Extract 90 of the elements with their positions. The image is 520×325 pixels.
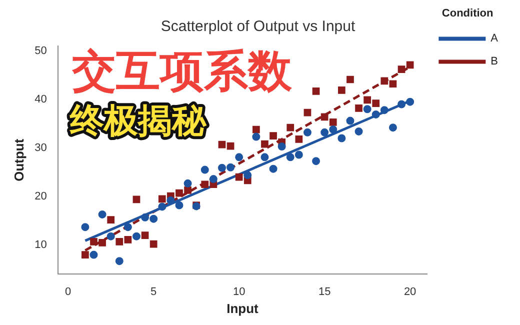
point [235,173,243,181]
point [98,210,106,218]
x-tick-label: 15 [318,286,331,298]
legend-title: Condition [442,8,494,20]
x-tick-label: 20 [404,286,416,298]
point [304,108,312,116]
point [388,124,397,132]
x-tick-label: 10 [232,286,246,298]
annotation: 交互项系数 [71,47,293,96]
y-tick-label: 20 [34,190,47,203]
point [286,124,294,132]
point [82,251,89,258]
point [107,216,115,224]
point [252,126,260,134]
point [406,61,414,69]
point [398,100,406,108]
point [372,110,380,118]
point [226,142,234,150]
point [354,127,363,136]
chart-title: Scatterplot of Output vs Input [160,18,356,36]
y-tick-label: 30 [34,142,47,154]
y-tick-label: 50 [34,44,47,57]
point [235,153,244,162]
point [380,106,388,114]
point [406,98,414,106]
point [184,186,192,194]
point [81,223,90,232]
point [346,76,354,84]
point [150,214,158,223]
point [176,189,183,197]
point [261,140,268,148]
legend-label: B [490,56,498,68]
point [294,150,303,159]
point [218,164,226,172]
point [303,128,312,136]
point [158,202,166,211]
point [201,180,209,188]
x-tick-label: 5 [150,286,157,298]
point [98,238,106,246]
point [218,140,226,148]
point [141,232,149,240]
point [270,132,277,140]
point [346,116,354,125]
point [269,164,278,173]
point [175,201,184,210]
point [106,232,115,240]
x-tick-label: 0 [65,286,72,298]
point [132,232,140,240]
point [124,223,132,232]
point [398,66,406,73]
point [124,236,132,244]
point [329,126,338,134]
point [372,100,380,107]
point [312,87,320,95]
point [166,196,175,204]
y-tick-label: 10 [34,239,47,252]
point [90,238,98,246]
point [252,132,260,141]
point [329,118,337,126]
point [132,196,140,204]
annotation: 终极揭秘 [69,102,207,140]
point [260,153,269,162]
point [115,257,124,266]
point [364,96,371,104]
point [286,153,294,162]
point [295,136,303,143]
point [320,113,328,121]
legend-label: A [490,32,499,45]
point [226,163,235,172]
point [90,250,98,259]
point [338,86,346,94]
y-axis-title: Output [11,138,26,182]
point [380,77,388,85]
point [158,195,166,203]
point [141,213,150,222]
point [150,240,158,248]
point [209,175,218,184]
point [200,166,209,174]
point [116,238,124,246]
point [338,134,346,142]
point [389,80,397,88]
point [320,128,329,136]
y-tick-label: 40 [34,93,47,106]
x-axis-title: Input [226,300,260,316]
point [312,157,320,166]
point [355,104,362,112]
point [278,142,286,151]
point [244,171,252,180]
point [184,179,192,188]
point [363,105,372,114]
